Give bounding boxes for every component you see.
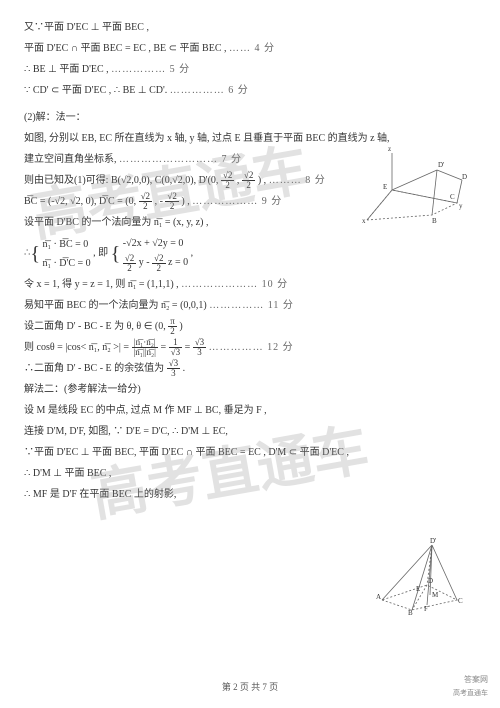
svg-text:B: B — [408, 609, 413, 615]
line-17: 解法二：(参考解法一给分) — [24, 380, 476, 399]
l8-a: 则由已知及(1)可得: B(√2,0,0), C(0,√2,0), D'(0, — [24, 175, 218, 186]
l11-right: -√2x + √2y = 0 √22 y - √22 z = 0 — [123, 234, 188, 272]
l9-f2: √22 — [165, 192, 178, 211]
diagram-2: D' A B C D E M F — [372, 535, 472, 615]
line-16: ∴二面角 D' - BC - E 的余弦值为 √33 . — [24, 359, 476, 378]
svg-text:z: z — [388, 145, 391, 153]
l9-m: , - — [155, 196, 163, 207]
svg-text:F: F — [424, 605, 428, 613]
l13-dots: …………… 11 分 — [209, 300, 294, 311]
svg-text:E: E — [383, 183, 387, 191]
l4-dots: …………… 6 分 — [170, 85, 249, 96]
l8-mid: , — [237, 175, 240, 186]
l16-b: . — [183, 363, 186, 374]
line-5: (2)解：法一： — [24, 108, 476, 127]
l15-dots: …………… 12 分 — [209, 342, 294, 353]
l8-frac2: √22 — [242, 171, 255, 190]
l15-m2: = — [185, 342, 193, 353]
line-1: 又∵平面 D'EC ⊥ 平面 BEC , — [24, 18, 476, 37]
l9-f1: √22 — [139, 192, 152, 211]
l14-a: 设二面角 D' - BC - E 为 θ, θ ∈ (0, — [24, 321, 166, 332]
svg-text:D': D' — [430, 537, 436, 545]
svg-text:M: M — [432, 591, 439, 599]
line-19: 连接 D'M, D'F, 如图, ∵ D'E = D'C, ∴ D'M ⊥ EC… — [24, 422, 476, 441]
brace-l2: { — [111, 244, 121, 264]
diagram-1: z x y E B C D' D — [362, 145, 472, 225]
svg-text:D: D — [428, 577, 433, 585]
svg-text:E: E — [416, 585, 420, 593]
page-footer: 第 2 页 共 7 页 — [0, 679, 500, 696]
l15-f2: 1√3 — [169, 338, 182, 357]
footer-logo: 答案网 高考直通车 — [453, 672, 488, 700]
l15-f3: √33 — [193, 338, 206, 357]
l14-b: ) — [179, 321, 182, 332]
svg-text:B: B — [432, 217, 437, 225]
l3-dots: …………… 5 分 — [111, 64, 190, 75]
line-3: ∴ BE ⊥ 平面 D'EC , …………… 5 分 — [24, 60, 476, 79]
line-11: ∴{ n͞₁ · B͞C = 0 n͞₁ · D͞'C = 0 , 即 { -√… — [24, 234, 476, 272]
l11-mid: , 即 — [93, 248, 108, 259]
l9-a: B͞C = (-√2, √2, 0), D͞'C = (0, — [24, 196, 136, 207]
line-18: 设 M 是线段 EC 的中点, 过点 M 作 MF ⊥ BC, 垂足为 F , — [24, 401, 476, 420]
line-15: 则 cosθ = |cos< n͞₁, n͞₂ >| = |n͞₁·n͞₂||n… — [24, 338, 476, 357]
l7-dots: ……………………… 7 分 — [119, 154, 242, 165]
svg-text:D': D' — [438, 161, 444, 169]
l9-dots: ……………… 9 分 — [192, 196, 282, 207]
l9-b: ) , — [181, 196, 189, 207]
l4-text: ∵ CD' ⊂ 平面 D'EC , ∴ BE ⊥ CD'. — [24, 85, 167, 96]
l8-frac1: √22 — [221, 171, 234, 190]
svg-text:D: D — [462, 173, 467, 181]
l16-frac: √33 — [167, 359, 180, 378]
line-21: ∴ D'M ⊥ 平面 BEC , — [24, 464, 476, 483]
line-14: 设二面角 D' - BC - E 为 θ, θ ∈ (0, π2 ) — [24, 317, 476, 336]
l12-dots: ………………… 10 分 — [181, 279, 288, 290]
l2-dots: …… 4 分 — [229, 43, 275, 54]
brace-l1: { — [30, 244, 40, 264]
l15-a: 则 cosθ = |cos< n͞₁, n͞₂ >| = — [24, 342, 129, 353]
svg-text:C: C — [450, 193, 455, 201]
l16-a: ∴二面角 D' - BC - E 的余弦值为 — [24, 363, 164, 374]
line-20: ∵平面 D'EC ⊥ 平面 BEC, 平面 D'EC ∩ 平面 BEC = EC… — [24, 443, 476, 462]
l3-text: ∴ BE ⊥ 平面 D'EC , — [24, 64, 109, 75]
line-13: 易知平面 BEC 的一个法向量为 n͞₂ = (0,0,1) …………… 11 … — [24, 296, 476, 315]
l7-text: 建立空间直角坐标系, — [24, 154, 117, 165]
svg-text:C: C — [458, 597, 463, 605]
svg-text:y: y — [459, 202, 463, 210]
line-4: ∵ CD' ⊂ 平面 D'EC , ∴ BE ⊥ CD'. …………… 6 分 — [24, 81, 476, 100]
line-12: 令 x = 1, 得 y = z = 1, 则 n͞₁ = (1,1,1) , … — [24, 275, 476, 294]
l14-frac: π2 — [168, 317, 177, 336]
line-22: ∴ MF 是 D'F 在平面 BEC 上的射影, — [24, 485, 476, 504]
l11-left: n͞₁ · B͞C = 0 n͞₁ · D͞'C = 0 — [42, 235, 90, 273]
l15-f1: |n͞₁·n͞₂||n͞₁||n͞₂| — [132, 338, 158, 357]
svg-text:A: A — [376, 593, 381, 601]
l15-m: = — [160, 342, 168, 353]
line-2: 平面 D'EC ∩ 平面 BEC = EC , BE ⊂ 平面 BEC , ……… — [24, 39, 476, 58]
l13-a: 易知平面 BEC 的一个法向量为 n͞₂ = (0,0,1) — [24, 300, 207, 311]
l2-text: 平面 D'EC ∩ 平面 BEC = EC , BE ⊂ 平面 BEC , — [24, 43, 227, 54]
l8-b: ) , — [258, 175, 266, 186]
l12-a: 令 x = 1, 得 y = z = 1, 则 n͞₁ = (1,1,1) , — [24, 279, 179, 290]
svg-text:x: x — [362, 217, 366, 225]
l8-dots: ……… 8 分 — [269, 175, 326, 186]
